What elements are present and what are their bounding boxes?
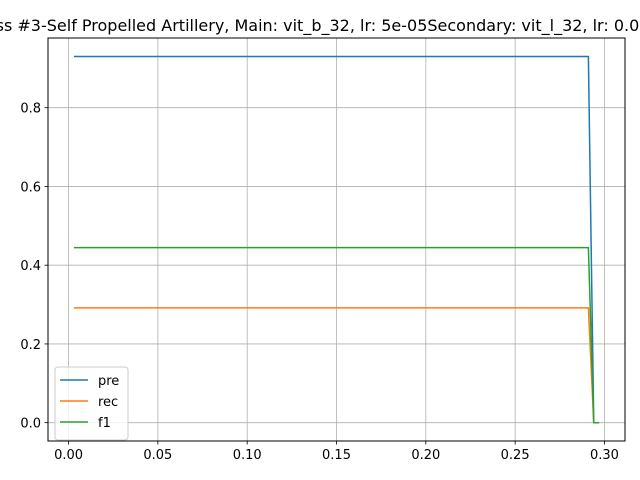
legend-label-pre: pre: [98, 374, 119, 389]
series-layer: [73, 55, 600, 424]
x-tick-label: 0.00: [54, 448, 83, 463]
legend-label-f1: f1: [98, 416, 111, 431]
y-tick-label: 0.6: [20, 180, 41, 195]
y-tick-label: 0.0: [20, 417, 41, 432]
x-tick-label: 0.05: [143, 448, 172, 463]
legend-label-rec: rec: [98, 395, 118, 410]
chart-title: Class #3-Self Propelled Artillery, Main:…: [0, 16, 640, 36]
x-tick-label: 0.15: [322, 448, 351, 463]
y-tick-label: 0.8: [20, 102, 41, 117]
legend: pre rec f1: [54, 366, 129, 441]
y-tick-label: 0.4: [20, 259, 41, 274]
y-tick-label: 0.2: [20, 338, 41, 353]
x-tick-label: 0.10: [233, 448, 262, 463]
x-tick-label: 0.30: [590, 448, 619, 463]
grid: [48, 38, 625, 441]
axes: 0.00 0.05 0.10 0.15 0.20 0.25 0.30 0.0 0.2 0.4 0.6…: [20, 102, 619, 463]
x-tick-label: 0.25: [501, 448, 530, 463]
x-tick-label: 0.20: [411, 448, 440, 463]
series-line-f1: [73, 246, 600, 424]
